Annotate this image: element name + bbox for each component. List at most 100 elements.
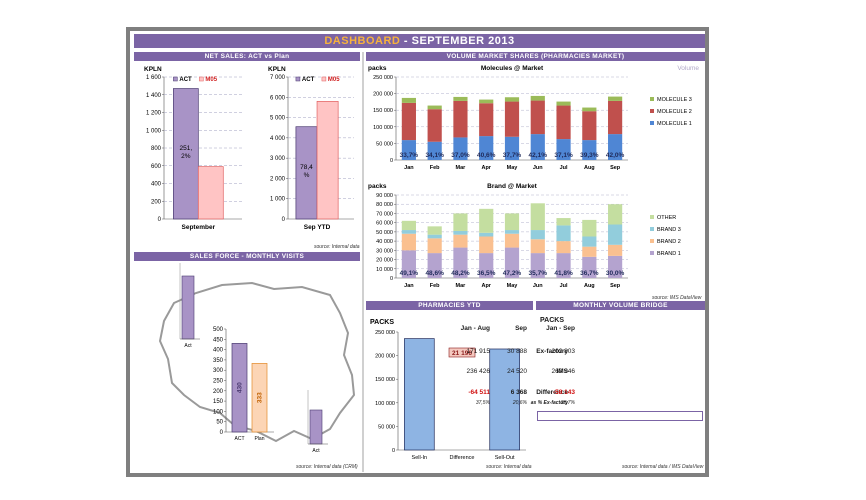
bar-segment-brand-3	[401, 230, 416, 234]
bar-segment-molecule-3	[556, 101, 571, 106]
bar-segment-brand-3	[556, 225, 571, 242]
bar-segment-molecule-1	[453, 137, 468, 160]
map-outline	[158, 281, 356, 443]
bar-segment-brand-1	[608, 255, 623, 278]
table-cell: 260 946	[551, 368, 576, 375]
difference-row-box	[537, 411, 703, 421]
unit-label: KPLN	[144, 66, 162, 73]
legend-plan-swatch	[199, 76, 204, 82]
bar-segment-brand-1	[504, 247, 520, 278]
ns-tick: 6 000	[270, 95, 286, 101]
ns-tick: 1 600	[146, 75, 162, 81]
row-label: as % Ex-factory	[530, 400, 568, 406]
sf-tick: 50	[216, 420, 223, 426]
month-label: Apr	[481, 283, 491, 289]
month-label: Mar	[456, 165, 467, 171]
row-label: Ex-factory	[536, 348, 568, 355]
ns-tick: 200	[151, 199, 162, 205]
bar-segment-molecule-1	[582, 140, 597, 160]
bar-segment-brand-1	[401, 250, 416, 278]
ph-tick: 50 000	[378, 424, 395, 430]
ns-tick: 1 400	[146, 93, 162, 99]
mini-bar-label: Act	[312, 448, 320, 454]
category-label: ACT	[235, 436, 245, 442]
stack-tick: 60 000	[376, 221, 393, 227]
share-label: 36,5%	[477, 270, 496, 277]
bar-segment-molecule-3	[504, 97, 520, 102]
share-label: 47,2%	[503, 270, 522, 277]
legend-swatch	[650, 227, 654, 231]
bar-segment-other	[504, 213, 520, 231]
stack-tick: 20 000	[376, 258, 393, 264]
bar-segment-molecule-3	[401, 97, 416, 103]
stack-tick: 10 000	[376, 267, 393, 273]
bar-segment-brand-3	[479, 232, 494, 237]
mini-bar	[309, 409, 323, 445]
bar-segment-other	[608, 204, 623, 225]
share-label: 30,0%	[606, 270, 625, 277]
bar-segment-brand-3	[504, 230, 520, 234]
bar-data-label: 333	[257, 392, 264, 403]
share-label: 34,1%	[425, 152, 444, 159]
month-label: Apr	[481, 165, 491, 171]
bar-segment-other	[556, 218, 571, 226]
legend-label: BRAND 2	[657, 239, 681, 245]
month-label: Jan	[404, 283, 414, 289]
unit-label: PACKS	[370, 319, 394, 326]
bar-segment-molecule-3	[427, 105, 442, 110]
unit-label: KPLN	[268, 66, 286, 73]
ns-tick: 0	[158, 217, 162, 223]
legend-act-label: ACT	[179, 77, 192, 83]
bar-segment-molecule-3	[530, 95, 545, 101]
share-label: 33,7%	[400, 152, 419, 159]
share-label: 37,7%	[503, 152, 522, 159]
table-cell: 24 520	[507, 368, 527, 375]
row-label: IMS	[556, 368, 568, 375]
legend-swatch	[650, 239, 654, 243]
pharmacies-header: PHARMACIES YTD	[366, 301, 533, 310]
volume-share-source: source: IMS DataView	[652, 295, 702, 301]
bar-segment-brand-2	[401, 233, 416, 251]
bar-segment-molecule-2	[504, 101, 520, 137]
share-label: 48,2%	[451, 270, 470, 277]
bar-segment-brand-2	[582, 246, 597, 257]
bar-segment-molecule-3	[582, 107, 597, 112]
ns-tick: 4 000	[270, 136, 286, 142]
bar-segment-molecule-2	[608, 100, 623, 135]
watermark-label: Volume	[677, 65, 699, 72]
sf-tick: 300	[213, 368, 224, 374]
bar-segment-brand-2	[453, 234, 468, 248]
bar-segment-other	[582, 219, 597, 237]
difference-label: 21 196	[452, 350, 472, 357]
bar-segment-molecule-2	[556, 105, 571, 140]
stack-tick: 200 000	[373, 92, 393, 98]
share-label: 41,8%	[554, 270, 573, 277]
bar-act	[231, 343, 248, 433]
month-label: Sep	[610, 165, 621, 171]
bridge-source: source: Internal data / IMS DataView	[622, 464, 704, 470]
vertical-divider	[362, 52, 364, 472]
bar-segment-molecule-3	[479, 99, 494, 104]
bar-m05	[316, 100, 339, 220]
sf-tick: 200	[213, 389, 224, 395]
stack-tick: 150 000	[373, 108, 393, 114]
stack-tick: 80 000	[376, 202, 393, 208]
ph-tick: 150 000	[375, 377, 395, 383]
sf-tick: 450	[213, 337, 224, 343]
brands-chart: packs Brand @ Market 0 10 000 20 000 30 000 40…	[368, 183, 681, 289]
bar-segment-molecule-1	[401, 140, 416, 160]
net-sales-header: NET SALES: ACT vs Plan	[134, 52, 360, 61]
month-label: Jul	[560, 165, 568, 171]
bar-sell-in	[404, 338, 435, 451]
category-label: Plan	[254, 436, 264, 442]
bar-m05	[197, 166, 224, 220]
pharmacies-chart: PACKS 0 50 000 100 000 150 000 200 000 250 000…	[370, 319, 526, 461]
stack-tick: 250 000	[373, 75, 393, 81]
sf-tick: 400	[213, 348, 224, 354]
legend-act-label: ACT	[302, 77, 315, 83]
share-label: 35,7%	[529, 270, 548, 277]
bar-segment-brand-3	[427, 234, 442, 239]
ns-tick: 3 000	[270, 156, 286, 162]
share-label: 36,7%	[580, 270, 599, 277]
legend-label: BRAND 3	[657, 227, 681, 233]
